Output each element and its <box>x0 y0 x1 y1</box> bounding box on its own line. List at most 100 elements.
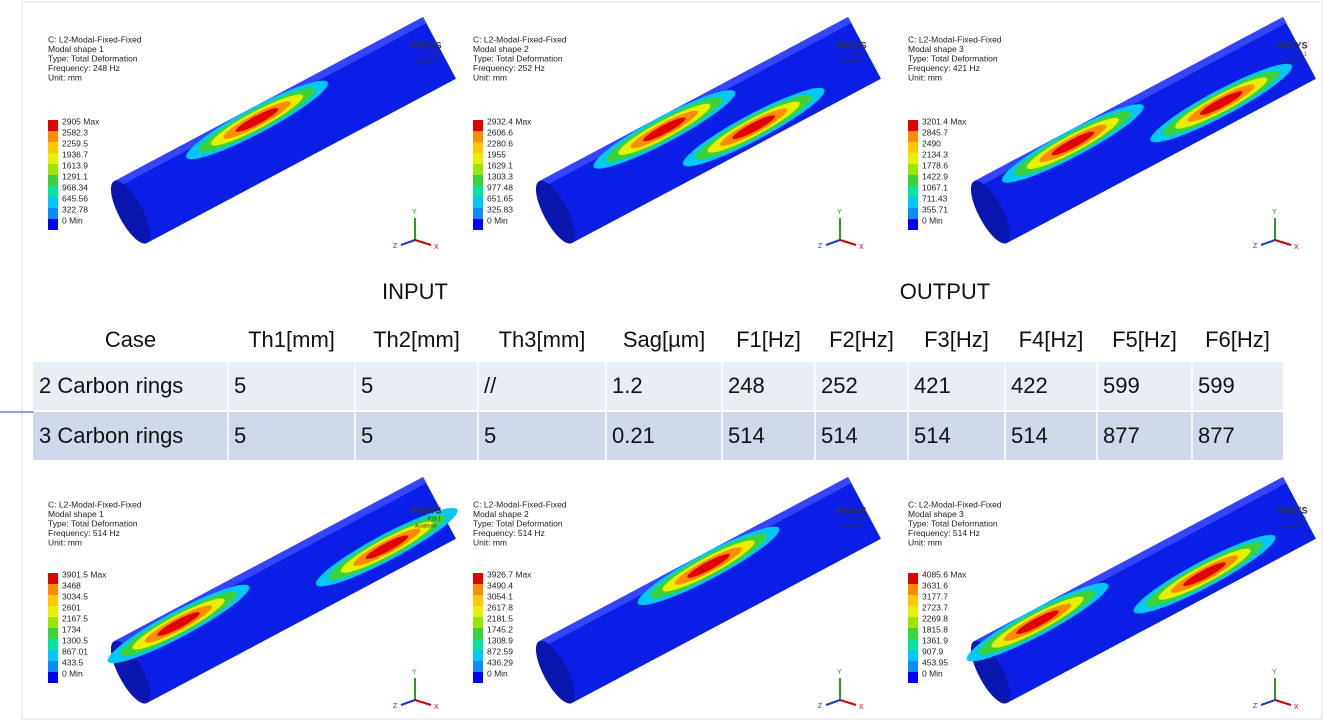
table-cell: 421 <box>914 373 951 398</box>
table-cell: 5 <box>234 373 246 398</box>
info-line: Type: Total Deformation <box>908 518 998 528</box>
legend-swatch <box>908 573 918 584</box>
axis-label: X <box>434 244 439 251</box>
header-cell: Sag[µm] <box>623 327 705 352</box>
legend-label: 2905 Max <box>62 116 100 126</box>
info-line: Frequency: 514 Hz <box>908 528 980 538</box>
license: Academic <box>1281 523 1303 529</box>
header-cell: Th3[mm] <box>499 327 586 352</box>
info-line: Unit: mm <box>48 72 82 82</box>
legend-swatch <box>48 153 58 164</box>
legend-swatch <box>908 186 918 197</box>
legend-swatch <box>908 595 918 606</box>
legend-swatch <box>48 628 58 639</box>
info-line: C: L2-Modal-Fixed-Fixed <box>908 499 1002 509</box>
legend-label: 1613.9 <box>62 160 88 170</box>
legend-label: 4085.6 Max <box>922 569 967 579</box>
legend-label: 1308.9 <box>487 635 513 645</box>
legend-label: 1955 <box>487 149 506 159</box>
legend-swatch <box>473 595 483 606</box>
legend-label: 436.29 <box>487 657 513 667</box>
info-line: Modal shape 1 <box>48 44 104 54</box>
legend-label: 1300.5 <box>62 635 88 645</box>
legend-swatch <box>48 219 58 230</box>
legend-label: 2932.4 Max <box>487 116 532 126</box>
slide: C: L2-Modal-Fixed-Fixed Modal shape 1 Type… <box>0 0 1325 721</box>
legend-label: 1303.3 <box>487 171 513 181</box>
axis-label: Y <box>1272 669 1277 676</box>
legend-swatch <box>908 628 918 639</box>
table-cell: 514 <box>728 423 765 448</box>
info-line: Unit: mm <box>473 537 507 547</box>
legend-label: 867.01 <box>62 646 88 656</box>
legend-label: 2181.5 <box>487 613 513 623</box>
table-cell: 0.21 <box>612 423 655 448</box>
legend-swatch <box>48 584 58 595</box>
info-line: C: L2-Modal-Fixed-Fixed <box>473 499 567 509</box>
legend-label: 3926.7 Max <box>487 569 532 579</box>
header-cell: F3[Hz] <box>924 327 989 352</box>
info-line: Modal shape 2 <box>473 509 529 519</box>
legend-label: 645.56 <box>62 193 88 203</box>
legend-label: 3490.4 <box>487 580 513 590</box>
legend-label: 2259.5 <box>62 138 88 148</box>
info-line: Frequency: 514 Hz <box>473 528 545 538</box>
table-cell: 248 <box>728 373 765 398</box>
axis-label: X <box>434 704 439 711</box>
table-cell: 599 <box>1198 373 1235 398</box>
legend-label: 1291.1 <box>62 171 88 181</box>
axis-label: Y <box>837 209 842 216</box>
legend-swatch <box>48 142 58 153</box>
info-line: Unit: mm <box>908 537 942 547</box>
legend-label: 968.34 <box>62 182 88 192</box>
axis-label: Y <box>412 209 417 216</box>
table-cell: 1.2 <box>612 373 643 398</box>
legend-swatch <box>473 628 483 639</box>
legend-label: 1745.2 <box>487 624 513 634</box>
legend-swatch <box>908 617 918 628</box>
legend-swatch <box>48 650 58 661</box>
legend-label: 2601 <box>62 602 81 612</box>
legend-label: 3177.7 <box>922 591 948 601</box>
legend-label: 3201.4 Max <box>922 116 967 126</box>
legend-swatch <box>908 142 918 153</box>
license: Academic <box>840 523 862 529</box>
brand: ANSYS <box>1276 40 1307 50</box>
table-cell: 599 <box>1103 373 1140 398</box>
legend-label: 3468 <box>62 580 81 590</box>
legend-label: 977.48 <box>487 182 513 192</box>
legend-swatch <box>908 197 918 208</box>
legend-swatch <box>48 573 58 584</box>
info-line: Type: Total Deformation <box>48 518 138 528</box>
brand: ANSYS <box>835 40 866 50</box>
legend-swatch <box>473 606 483 617</box>
legend-label: 2269.8 <box>922 613 948 623</box>
legend-swatch <box>908 639 918 650</box>
legend-swatch <box>48 639 58 650</box>
legend-swatch <box>473 639 483 650</box>
axis-label: Y <box>1272 209 1277 216</box>
legend-swatch <box>908 175 918 186</box>
legend-label: 0 Min <box>487 668 508 678</box>
row-band <box>33 362 1283 410</box>
legend-label: 907.9 <box>922 646 944 656</box>
header-cell: Case <box>105 327 156 352</box>
legend-label: 3631.6 <box>922 580 948 590</box>
legend-label: 355.71 <box>922 204 948 214</box>
legend-label: 872.59 <box>487 646 513 656</box>
legend-swatch <box>48 595 58 606</box>
legend-swatch <box>473 208 483 219</box>
header-cell: F5[Hz] <box>1112 327 1177 352</box>
info-line: Unit: mm <box>473 72 507 82</box>
legend-label: 711.43 <box>922 193 948 203</box>
legend-label: 2134.3 <box>922 149 948 159</box>
legend-label: 1067.1 <box>922 182 948 192</box>
legend-label: 433.5 <box>62 657 84 667</box>
legend-label: 2723.7 <box>922 602 948 612</box>
legend-label: 3901.5 Max <box>62 569 107 579</box>
legend-swatch <box>908 120 918 131</box>
axis-label: X <box>1294 704 1299 711</box>
info-line: Type: Total Deformation <box>473 518 563 528</box>
version: R19.1 <box>852 516 866 522</box>
legend-label: 322.78 <box>62 204 88 214</box>
